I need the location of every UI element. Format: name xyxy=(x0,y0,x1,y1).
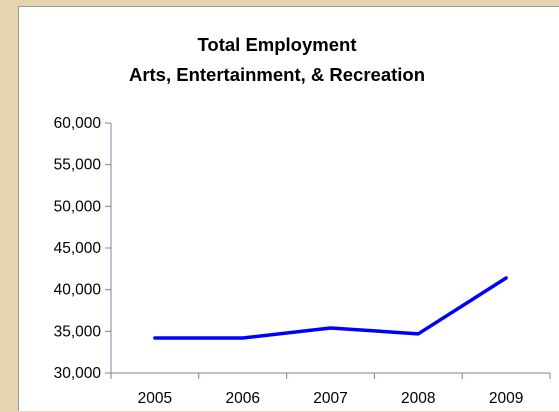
y-tick-label: 60,000 xyxy=(54,115,102,132)
x-tick-label: 2008 xyxy=(401,390,435,407)
y-tick-label: 30,000 xyxy=(54,365,102,382)
y-tick-label: 45,000 xyxy=(54,240,102,257)
y-tick-label: 40,000 xyxy=(54,282,102,299)
y-tick-label: 50,000 xyxy=(54,198,102,215)
x-tick-label: 2009 xyxy=(489,390,523,407)
axes xyxy=(105,122,551,379)
y-tick-labels: 30,000 35,000 40,000 45,000 50,000 55,000 60,0… xyxy=(54,115,102,382)
x-tick-label: 2005 xyxy=(138,390,172,407)
chart-frame: Total Employment Arts, Entertainment, & … xyxy=(18,6,559,411)
y-tick-label: 35,000 xyxy=(54,323,102,340)
chart-title-line-2: Arts, Entertainment, & Recreation xyxy=(129,64,425,85)
x-tick-label: 2006 xyxy=(225,390,259,407)
line-chart: Total Employment Arts, Entertainment, & … xyxy=(54,34,551,407)
series-lines xyxy=(153,276,508,340)
x-tick-labels: 2005 2006 2007 2008 2009 xyxy=(138,390,524,407)
x-tick-label: 2007 xyxy=(313,390,347,407)
chart-title-line-1: Total Employment xyxy=(198,34,357,55)
series-line xyxy=(153,276,508,340)
y-tick-label: 55,000 xyxy=(54,157,102,174)
